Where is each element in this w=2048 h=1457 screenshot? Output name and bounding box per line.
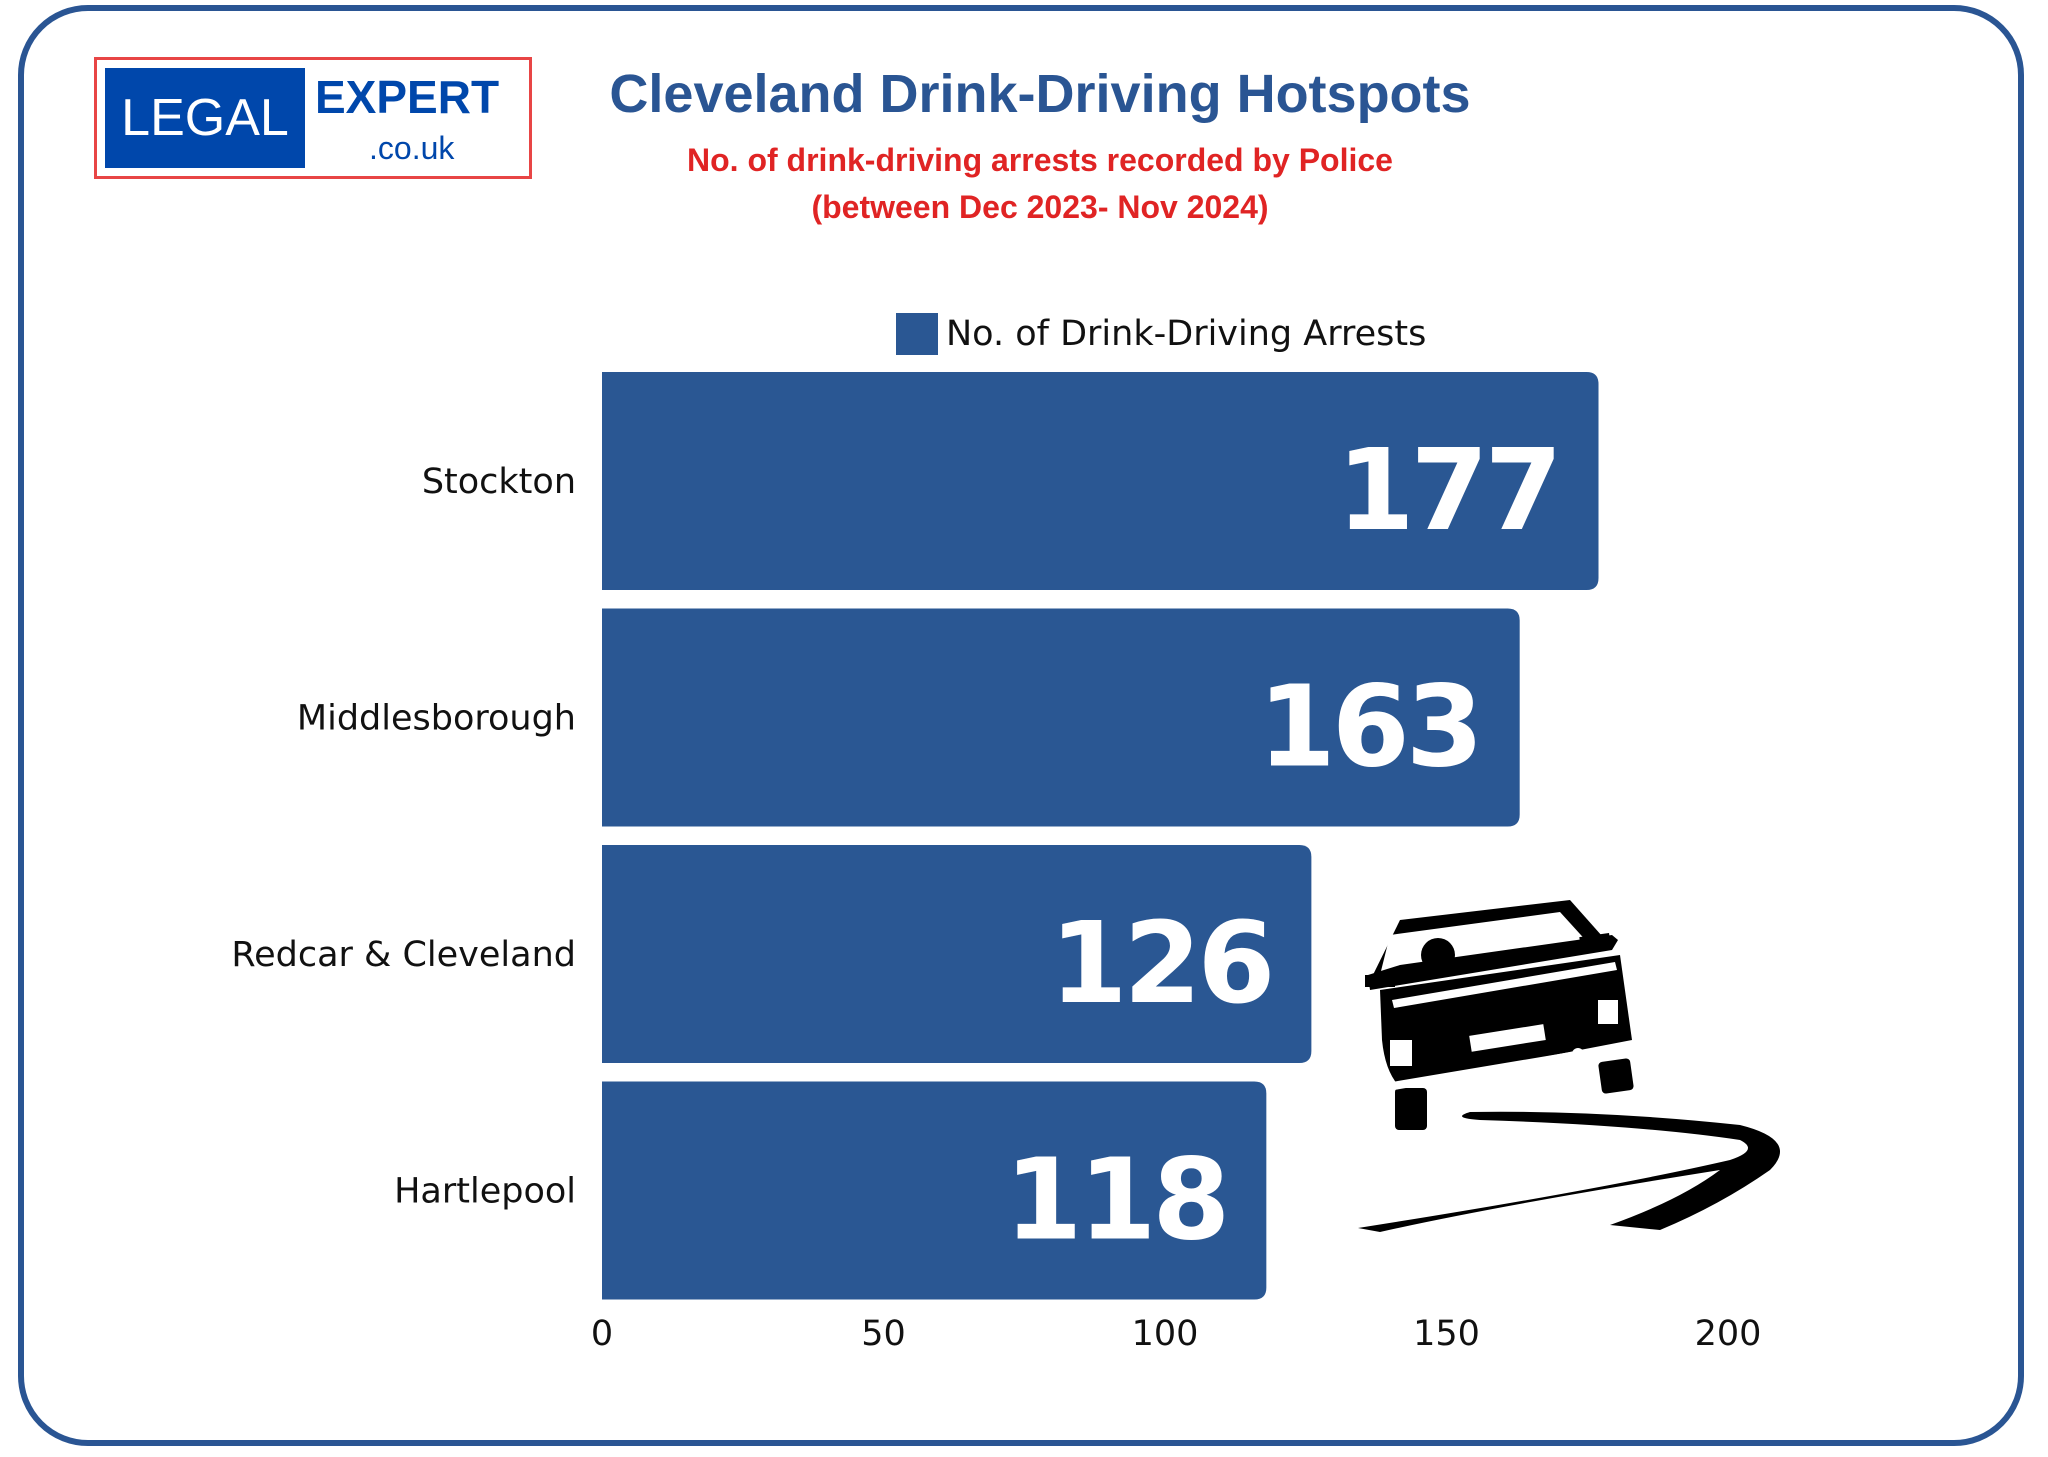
data-label: 118: [1005, 1136, 1227, 1266]
card-frame: [18, 5, 2024, 1446]
chart-subtitle-2: (between Dec 2023- Nov 2024): [811, 189, 1269, 225]
data-label: 163: [1258, 663, 1480, 793]
bar: [602, 608, 1520, 827]
category-label: Hartlepool: [394, 1172, 576, 1212]
legend: No. of Drink-Driving Arrests: [896, 313, 1426, 355]
category-label: Stockton: [422, 462, 576, 502]
x-tick-label: 0: [591, 1314, 613, 1354]
skidding-car-icon: [1358, 900, 1780, 1232]
bar: [602, 1081, 1267, 1300]
category-label: Redcar & Cleveland: [231, 935, 576, 975]
legend-label: No. of Drink-Driving Arrests: [946, 314, 1427, 354]
x-tick-label: 150: [1413, 1314, 1480, 1354]
logo-legal: LEGAL: [105, 68, 305, 168]
x-tick-label: 50: [861, 1314, 906, 1354]
x-tick-label: 200: [1695, 1314, 1762, 1354]
data-label: 126: [1050, 899, 1272, 1029]
logo-domain: .co.uk: [369, 130, 455, 166]
bar: [602, 845, 1312, 1063]
legend-swatch: [896, 313, 938, 355]
data-label: 177: [1337, 426, 1559, 556]
bar: [602, 372, 1599, 590]
x-tick-label: 100: [1132, 1314, 1199, 1354]
chart-title: Cleveland Drink-Driving Hotspots: [609, 64, 1471, 124]
logo-expert: EXPERT: [315, 71, 500, 123]
chart-subtitle-1: No. of drink-driving arrests recorded by…: [687, 142, 1393, 178]
category-label: Middlesborough: [297, 699, 576, 739]
legal-expert-logo: LEGAL EXPERT .co.uk: [94, 57, 532, 179]
